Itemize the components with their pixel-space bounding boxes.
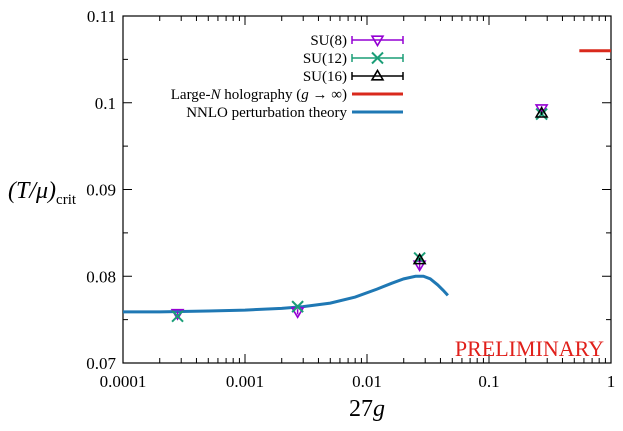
x-marker-stroke	[171, 309, 184, 323]
legend-label: SU(12)	[303, 51, 347, 67]
legend-label: Large-N holography (g → ∞)	[171, 87, 347, 103]
data-point	[171, 309, 184, 323]
data-point	[534, 106, 549, 118]
y-tick-label: 0.11	[87, 7, 116, 26]
legend-label: SU(8)	[310, 33, 347, 49]
legend-label: NNLO perturbation theory	[186, 105, 347, 121]
legend-marker	[371, 51, 384, 65]
x-marker-stroke	[291, 300, 304, 313]
plot-data	[123, 49, 611, 323]
y-tick-label: 0.07	[86, 354, 116, 373]
x-tick-label: 0.0001	[100, 372, 147, 391]
x-tick-label: 0.01	[352, 372, 382, 391]
x-marker-stroke	[371, 51, 384, 65]
nnlo-curve	[123, 274, 449, 314]
data-point	[291, 300, 304, 313]
preliminary-annotation: PRELIMINARY	[455, 336, 604, 361]
x-tick-label: 0.001	[226, 372, 264, 391]
y-tick-label: 0.09	[86, 181, 116, 200]
data-point	[412, 252, 427, 265]
legend-marker	[370, 35, 385, 48]
y-tick-label: 0.08	[86, 267, 116, 286]
y-tick-label: 0.1	[95, 94, 116, 113]
legend: SU(8) SU(12) SU(16) Large-N holography (g →…	[171, 33, 404, 121]
x-axis-title: 27g	[349, 396, 385, 422]
legend-label: SU(16)	[303, 69, 347, 85]
axes: 0.0001 0.001 0.01 0.1 10.070.080.090.10.1127…	[8, 7, 615, 422]
legend-marker	[370, 68, 385, 81]
data-point	[534, 104, 549, 116]
x-tick-label: 1	[607, 372, 616, 391]
y-axis-title: (T/μ)crit	[8, 178, 77, 208]
x-tick-label: 0.1	[478, 372, 499, 391]
